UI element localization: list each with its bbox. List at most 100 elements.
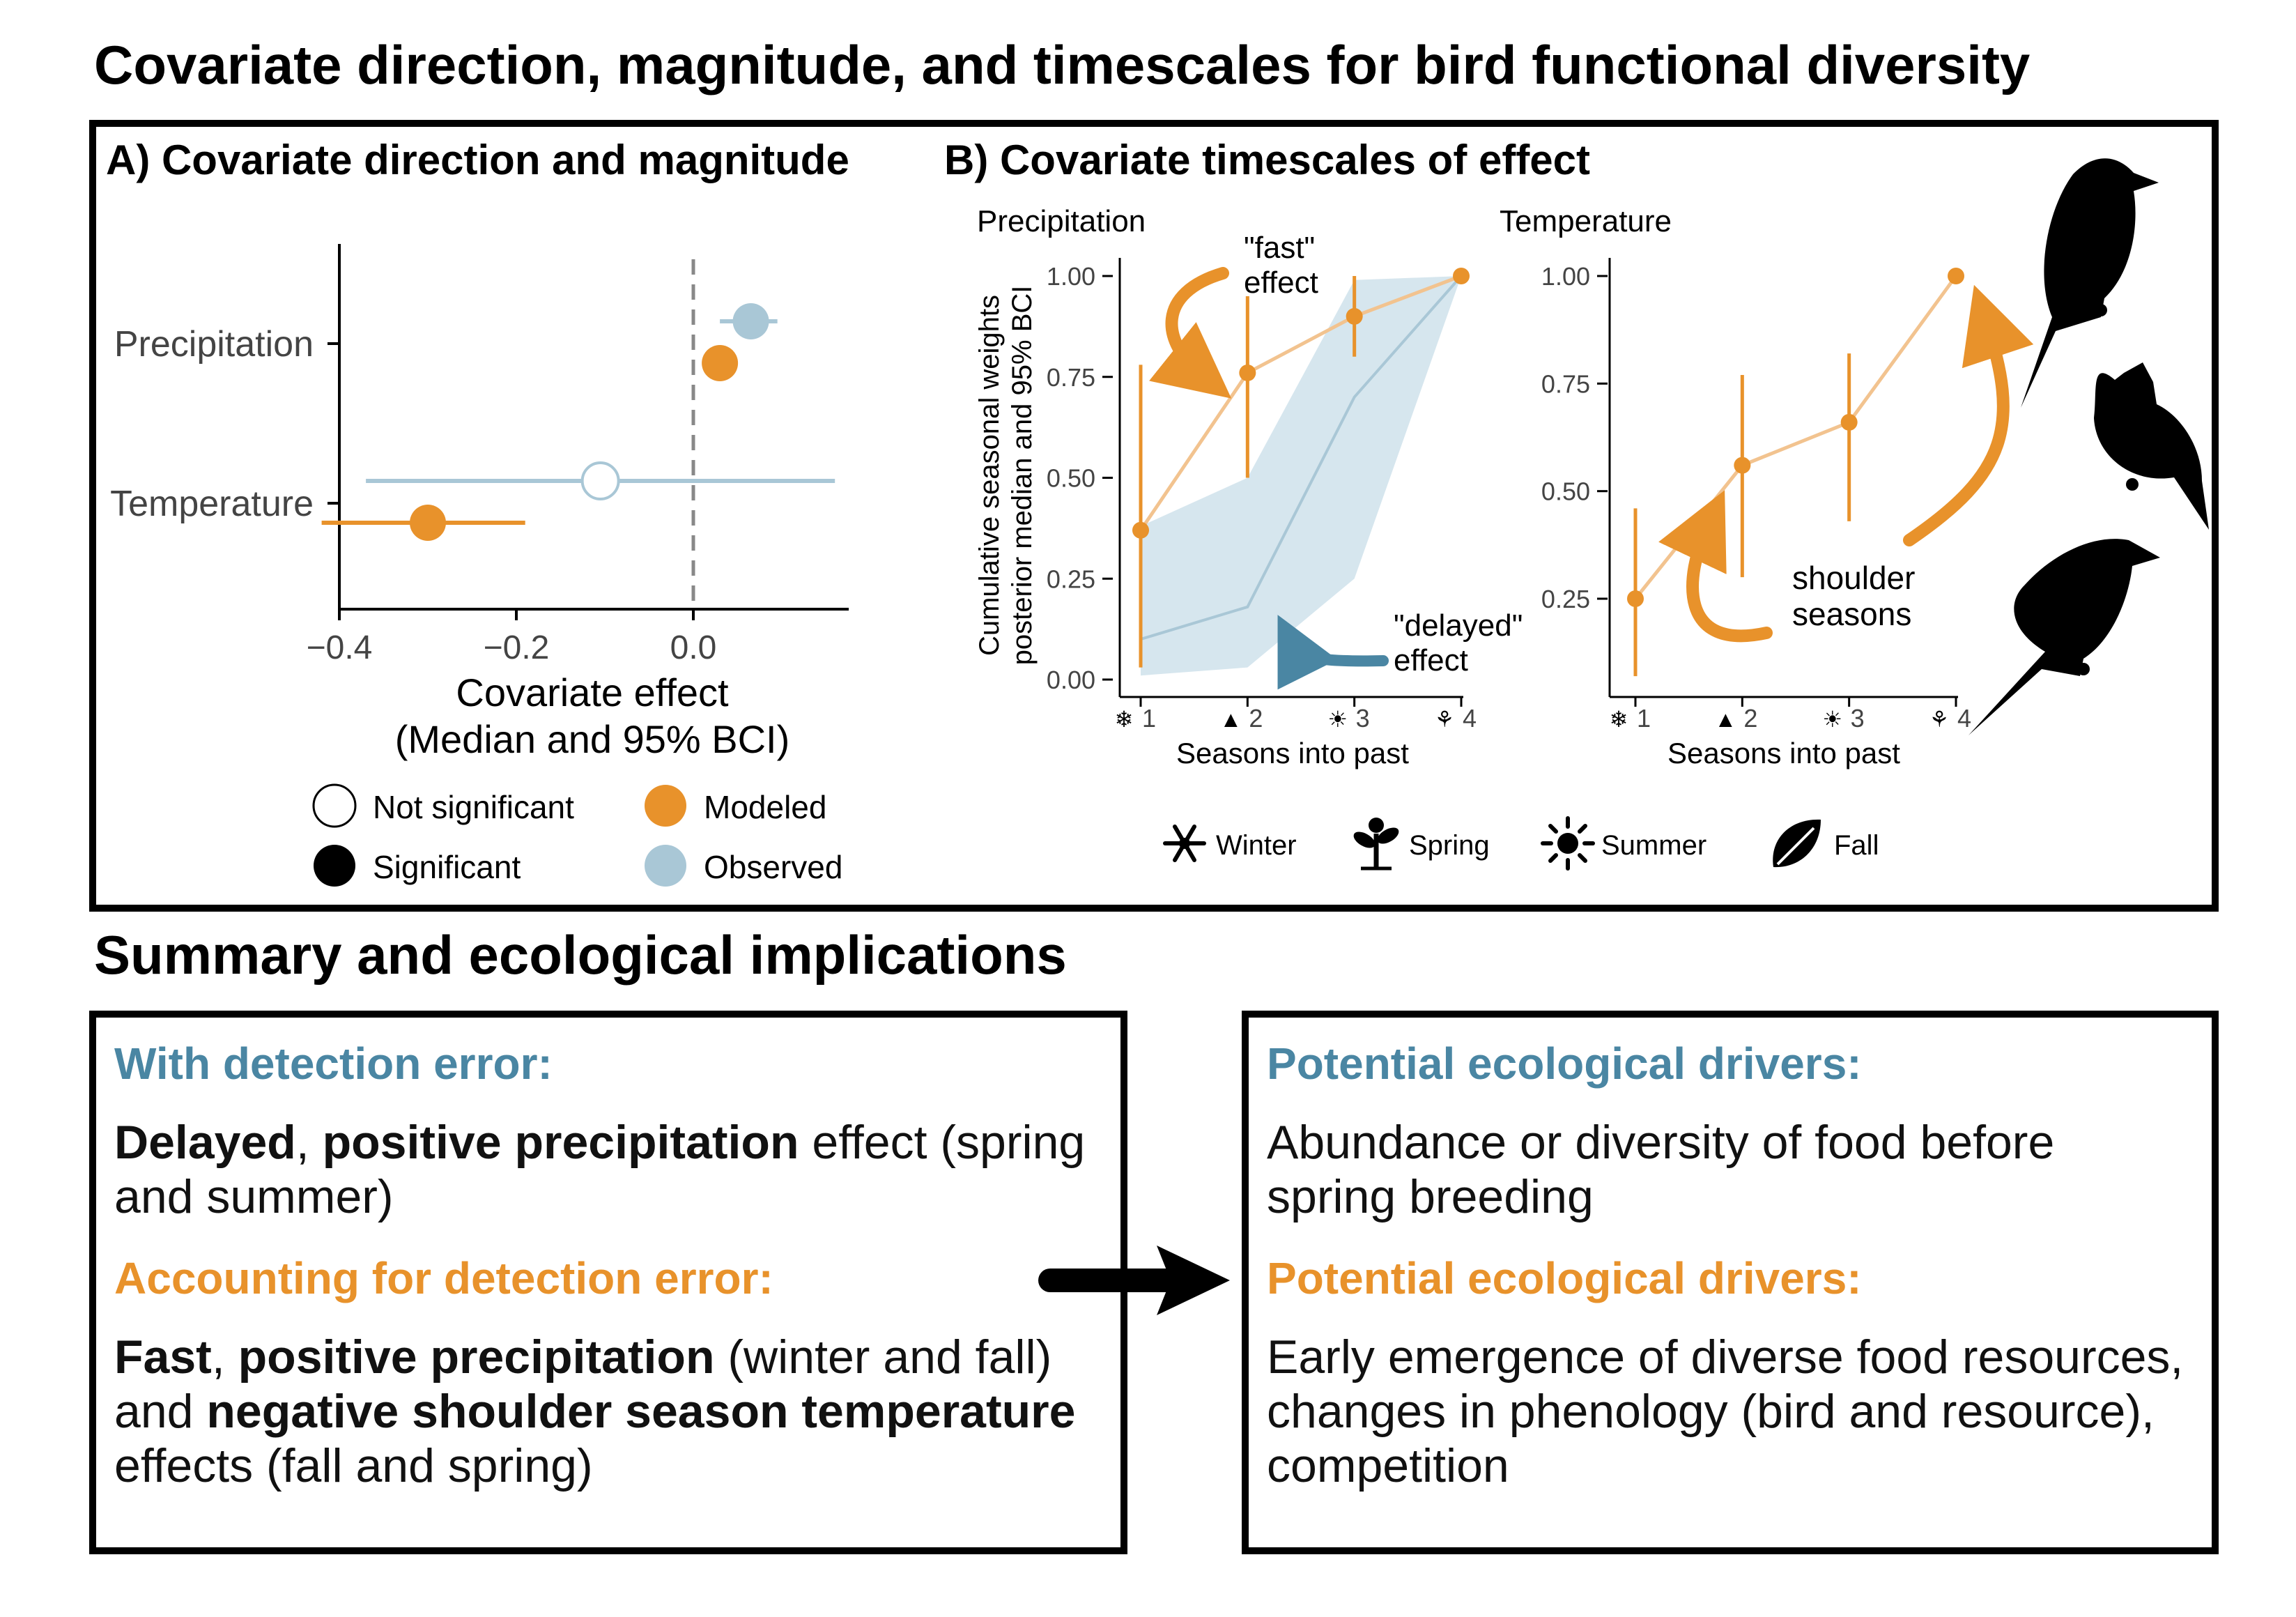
fast-effect-label-line2: effect [1244,266,1318,300]
modeled-point [1627,590,1644,607]
left-p1-run: , [295,1116,323,1169]
chart-canvas: A) Covariate direction and magnitude B) … [106,137,2209,887]
x-tick-label: 2 [1743,704,1757,733]
panel-a-x-tick-label: −0.2 [484,629,550,666]
panel-a-point [732,303,769,339]
right-header-drivers-1: Potential ecological drivers: [1267,1039,1862,1089]
fast-effect-label-line1: "fast" [1244,231,1315,265]
y-tick-label: 0.00 [1047,666,1095,694]
precipitation-subplot-title: Precipitation [977,204,1146,238]
shoulder-arrow-left [1658,490,1773,643]
legend-modeled-label: Modeled [704,789,826,825]
temp-xlabel: Seasons into past [1667,737,1900,769]
modeled-point [1948,268,1964,284]
panel-a-x-tick-label: 0.0 [670,629,717,666]
left-p1-run: Delayed [114,1116,296,1169]
summary-arrow-icon [1038,1246,1230,1315]
observed-median-line [1140,275,1463,641]
shoulder-label-line2: seasons [1792,596,1911,632]
x-tick-sun-icon: ☀ [1822,707,1842,732]
modeled-median-line [1139,274,1462,532]
panel-a-xlabel-line1: Covariate effect [456,670,729,714]
panel-a-point [410,505,446,541]
snowflake-icon [1163,825,1206,862]
left-p1-run: positive precipitation [322,1116,799,1169]
figure-title: Covariate direction, magnitude, and time… [94,34,2031,95]
x-tick-snowflake-icon: ❄ [1115,707,1134,732]
left-paragraph-1: Delayed, positive precipitation effect (… [114,1115,1102,1224]
modeled-median-line [1634,275,1958,600]
x-tick-label: 1 [1637,704,1651,733]
fast-effect-arrow [1149,267,1232,399]
summary-section-title: Summary and ecological implications [94,924,1067,986]
x-tick-sprout-icon: ⚘ [1435,707,1455,732]
left-p2-run: (winter and fall) and [114,1331,1052,1438]
left-p2-run: effects (fall and spring) [114,1439,593,1492]
legend-not-significant-label: Not significant [373,789,574,825]
season-legend-winter: Winter [1216,830,1297,861]
modeled-point [1734,457,1751,474]
panel-a-category-label: Precipitation [114,324,314,365]
x-tick-label: 4 [1957,704,1971,733]
temperature-subplot-title: Temperature [1500,204,1672,238]
x-tick-sun-icon: ☀ [1327,707,1348,732]
x-tick-label: 2 [1249,704,1263,733]
shoulder-label-line1: shoulder [1792,560,1915,596]
season-legend: Winter Spring Summer Fall [1163,816,1879,871]
bird-silhouette-middle-icon [2094,362,2209,530]
top-panel-frame [89,120,2219,912]
panel-a-legend: Not significant Significant Modeled Obse… [312,783,842,887]
left-p2-run: , [211,1331,238,1384]
legend-observed-label: Observed [704,849,842,885]
summary-right-box: Potential ecological drivers: Abundance … [1242,1011,2219,1554]
y-tick-label: 0.75 [1541,369,1590,398]
panel-b-ylabel-line2: posterior median and 95% BCI [1007,286,1038,666]
sprout-icon [1353,818,1399,871]
right-header-drivers-2: Potential ecological drivers: [1267,1253,1862,1303]
legend-not-significant-swatch [312,783,357,828]
observed-ribbon [1141,276,1461,676]
temperature-subplot: Temperature 0.25 0.50 0.75 1.00 1 ❄ 2 ▲ 3 ☀ 4 ⚘ [1500,204,1971,733]
panel-a-point [580,461,620,500]
bird-silhouette-bottom-icon [1968,539,2160,735]
season-legend-spring: Spring [1409,830,1490,861]
shoulder-arrow-right [1903,284,2034,546]
x-tick-snowflake-icon: ❄ [1610,707,1628,732]
y-tick-label: 0.25 [1047,565,1095,593]
modeled-point [1132,521,1149,539]
left-paragraph-2: Fast, positive precipitation (winter and… [114,1330,1102,1493]
y-tick-label: 1.00 [1541,262,1590,291]
left-p2-run: positive precipitation [238,1331,715,1384]
delayed-effect-label-line1: "delayed" [1394,608,1523,643]
x-tick-label: 1 [1142,704,1156,733]
x-tick-leaf-icon: ▲ [1714,707,1736,732]
x-tick-label: 3 [1851,704,1865,733]
y-tick-label: 0.25 [1541,585,1590,613]
panel-b-ylabel-line1: Cumulative seasonal weights [974,295,1005,656]
y-tick-label: 0.50 [1541,477,1590,506]
panel-a-plot: Precipitation Temperature −0.4 −0.2 0.0 Cova… [110,244,849,761]
legend-significant-label: Significant [373,849,521,885]
left-p2-run: negative shoulder season temperature [206,1385,1076,1438]
x-tick-leaf-icon: ▲ [1219,707,1242,732]
panel-b-label: B) Covariate timescales of effect [944,137,1590,183]
right-paragraph-1: Abundance or diversity of food before sp… [1267,1116,2055,1223]
right-paragraph-2: Early emergence of diverse food resource… [1267,1331,2184,1492]
panel-a-category-label: Temperature [110,484,314,524]
panel-a-point [702,345,739,381]
sun-icon [1541,816,1595,871]
panel-a-x-tick-label: −0.4 [307,629,373,666]
x-tick-label: 4 [1463,704,1477,733]
left-p1-run: effect (spring and summer) [114,1116,1086,1223]
left-header-accounting-detection-error: Accounting for detection error: [114,1253,773,1303]
panel-a-xlabel-line2: (Median and 95% BCI) [395,717,790,761]
modeled-point [1239,364,1256,381]
modeled-point [1840,413,1858,431]
season-legend-summer: Summer [1601,830,1706,861]
season-legend-fall: Fall [1834,830,1879,861]
delayed-effect-arrow [1277,615,1389,690]
x-tick-label: 3 [1356,704,1370,733]
summary-left-box: With detection error: Delayed, positive … [89,1011,1127,1554]
y-tick-label: 1.00 [1047,262,1095,291]
precip-xlabel: Seasons into past [1176,737,1409,769]
